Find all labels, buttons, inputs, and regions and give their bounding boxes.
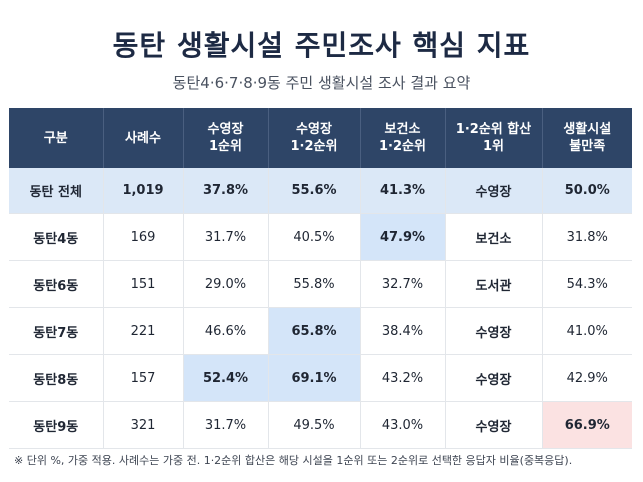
cell-sample-size: 157 xyxy=(103,354,184,402)
cell-pool-first: 52.4% xyxy=(183,354,269,402)
cell-dissatisfaction: 42.9% xyxy=(542,354,632,402)
table-row: 동탄4동 169 31.7% 40.5% 47.9% 보건소 31.8% xyxy=(9,213,632,261)
cell-category: 동탄4동 xyxy=(9,213,104,261)
indicator-table: 구분 사례수 수영장 1순위 수영장 1·2순위 보건소 1·2순위 1·2순위 합산… xyxy=(9,108,632,449)
cell-dissatisfaction: 54.3% xyxy=(542,260,632,308)
cell-pool-first-second: 55.6% xyxy=(268,168,361,214)
cell-sample-size: 321 xyxy=(103,401,184,449)
header-dissatisfaction: 생활시설 불만족 xyxy=(542,108,632,168)
table-row: 동탄6동 151 29.0% 55.8% 32.7% 도서관 54.3% xyxy=(9,260,632,308)
cell-health-center: 32.7% xyxy=(360,260,446,308)
cell-health-center: 43.2% xyxy=(360,354,446,402)
cell-combined-top: 수영장 xyxy=(445,168,543,214)
cell-category: 동탄6동 xyxy=(9,260,104,308)
cell-pool-first-second: 65.8% xyxy=(268,307,361,355)
cell-dissatisfaction: 66.9% xyxy=(542,401,632,449)
table-row: 동탄9동 321 31.7% 49.5% 43.0% 수영장 66.9% xyxy=(9,401,632,449)
cell-health-center: 43.0% xyxy=(360,401,446,449)
cell-category: 동탄8동 xyxy=(9,354,104,402)
cell-pool-first: 29.0% xyxy=(183,260,269,308)
page-title: 동탄 생활시설 주민조사 핵심 지표 xyxy=(112,29,531,62)
table-row: 동탄8동 157 52.4% 69.1% 43.2% 수영장 42.9% xyxy=(9,354,632,402)
cell-sample-size: 169 xyxy=(103,213,184,261)
cell-combined-top: 수영장 xyxy=(445,401,543,449)
header-row: 구분 사례수 수영장 1순위 수영장 1·2순위 보건소 1·2순위 1·2순위 합산… xyxy=(9,108,632,168)
summary-row: 동탄 전체 1,019 37.8% 55.6% 41.3% 수영장 50.0% xyxy=(9,168,632,214)
cell-dissatisfaction: 41.0% xyxy=(542,307,632,355)
cell-sample-size: 221 xyxy=(103,307,184,355)
cell-combined-top: 수영장 xyxy=(445,354,543,402)
cell-health-center: 47.9% xyxy=(360,213,446,261)
header-pool-first: 수영장 1순위 xyxy=(183,108,269,168)
cell-health-center: 38.4% xyxy=(360,307,446,355)
header-pool-first-second: 수영장 1·2순위 xyxy=(268,108,361,168)
cell-sample-size: 151 xyxy=(103,260,184,308)
cell-combined-top: 수영장 xyxy=(445,307,543,355)
cell-dissatisfaction: 50.0% xyxy=(542,168,632,214)
cell-health-center: 41.3% xyxy=(360,168,446,214)
cell-dissatisfaction: 31.8% xyxy=(542,213,632,261)
cell-sample-size: 1,019 xyxy=(103,168,184,214)
cell-pool-first: 46.6% xyxy=(183,307,269,355)
cell-category: 동탄9동 xyxy=(9,401,104,449)
page-subtitle: 동탄4·6·7·8·9동 주민 생활시설 조사 결과 요약 xyxy=(172,74,471,92)
cell-pool-first: 37.8% xyxy=(183,168,269,214)
cell-pool-first: 31.7% xyxy=(183,213,269,261)
cell-combined-top: 도서관 xyxy=(445,260,543,308)
cell-pool-first-second: 49.5% xyxy=(268,401,361,449)
cell-pool-first-second: 69.1% xyxy=(268,354,361,402)
cell-category: 동탄 전체 xyxy=(9,168,104,214)
cell-pool-first-second: 40.5% xyxy=(268,213,361,261)
cell-category: 동탄7동 xyxy=(9,307,104,355)
header-combined-top: 1·2순위 합산 1위 xyxy=(445,108,543,168)
header-category: 구분 xyxy=(9,108,104,168)
cell-pool-first-second: 55.8% xyxy=(268,260,361,308)
header-sample-size: 사례수 xyxy=(103,108,184,168)
table-row: 동탄7동 221 46.6% 65.8% 38.4% 수영장 41.0% xyxy=(9,307,632,355)
cell-pool-first: 31.7% xyxy=(183,401,269,449)
header-health-center-first-second: 보건소 1·2순위 xyxy=(360,108,446,168)
footnote: ※ 단위 %, 가중 적용. 사례수는 가중 전. 1·2순위 합산은 해당 시… xyxy=(14,454,573,467)
cell-combined-top: 보건소 xyxy=(445,213,543,261)
